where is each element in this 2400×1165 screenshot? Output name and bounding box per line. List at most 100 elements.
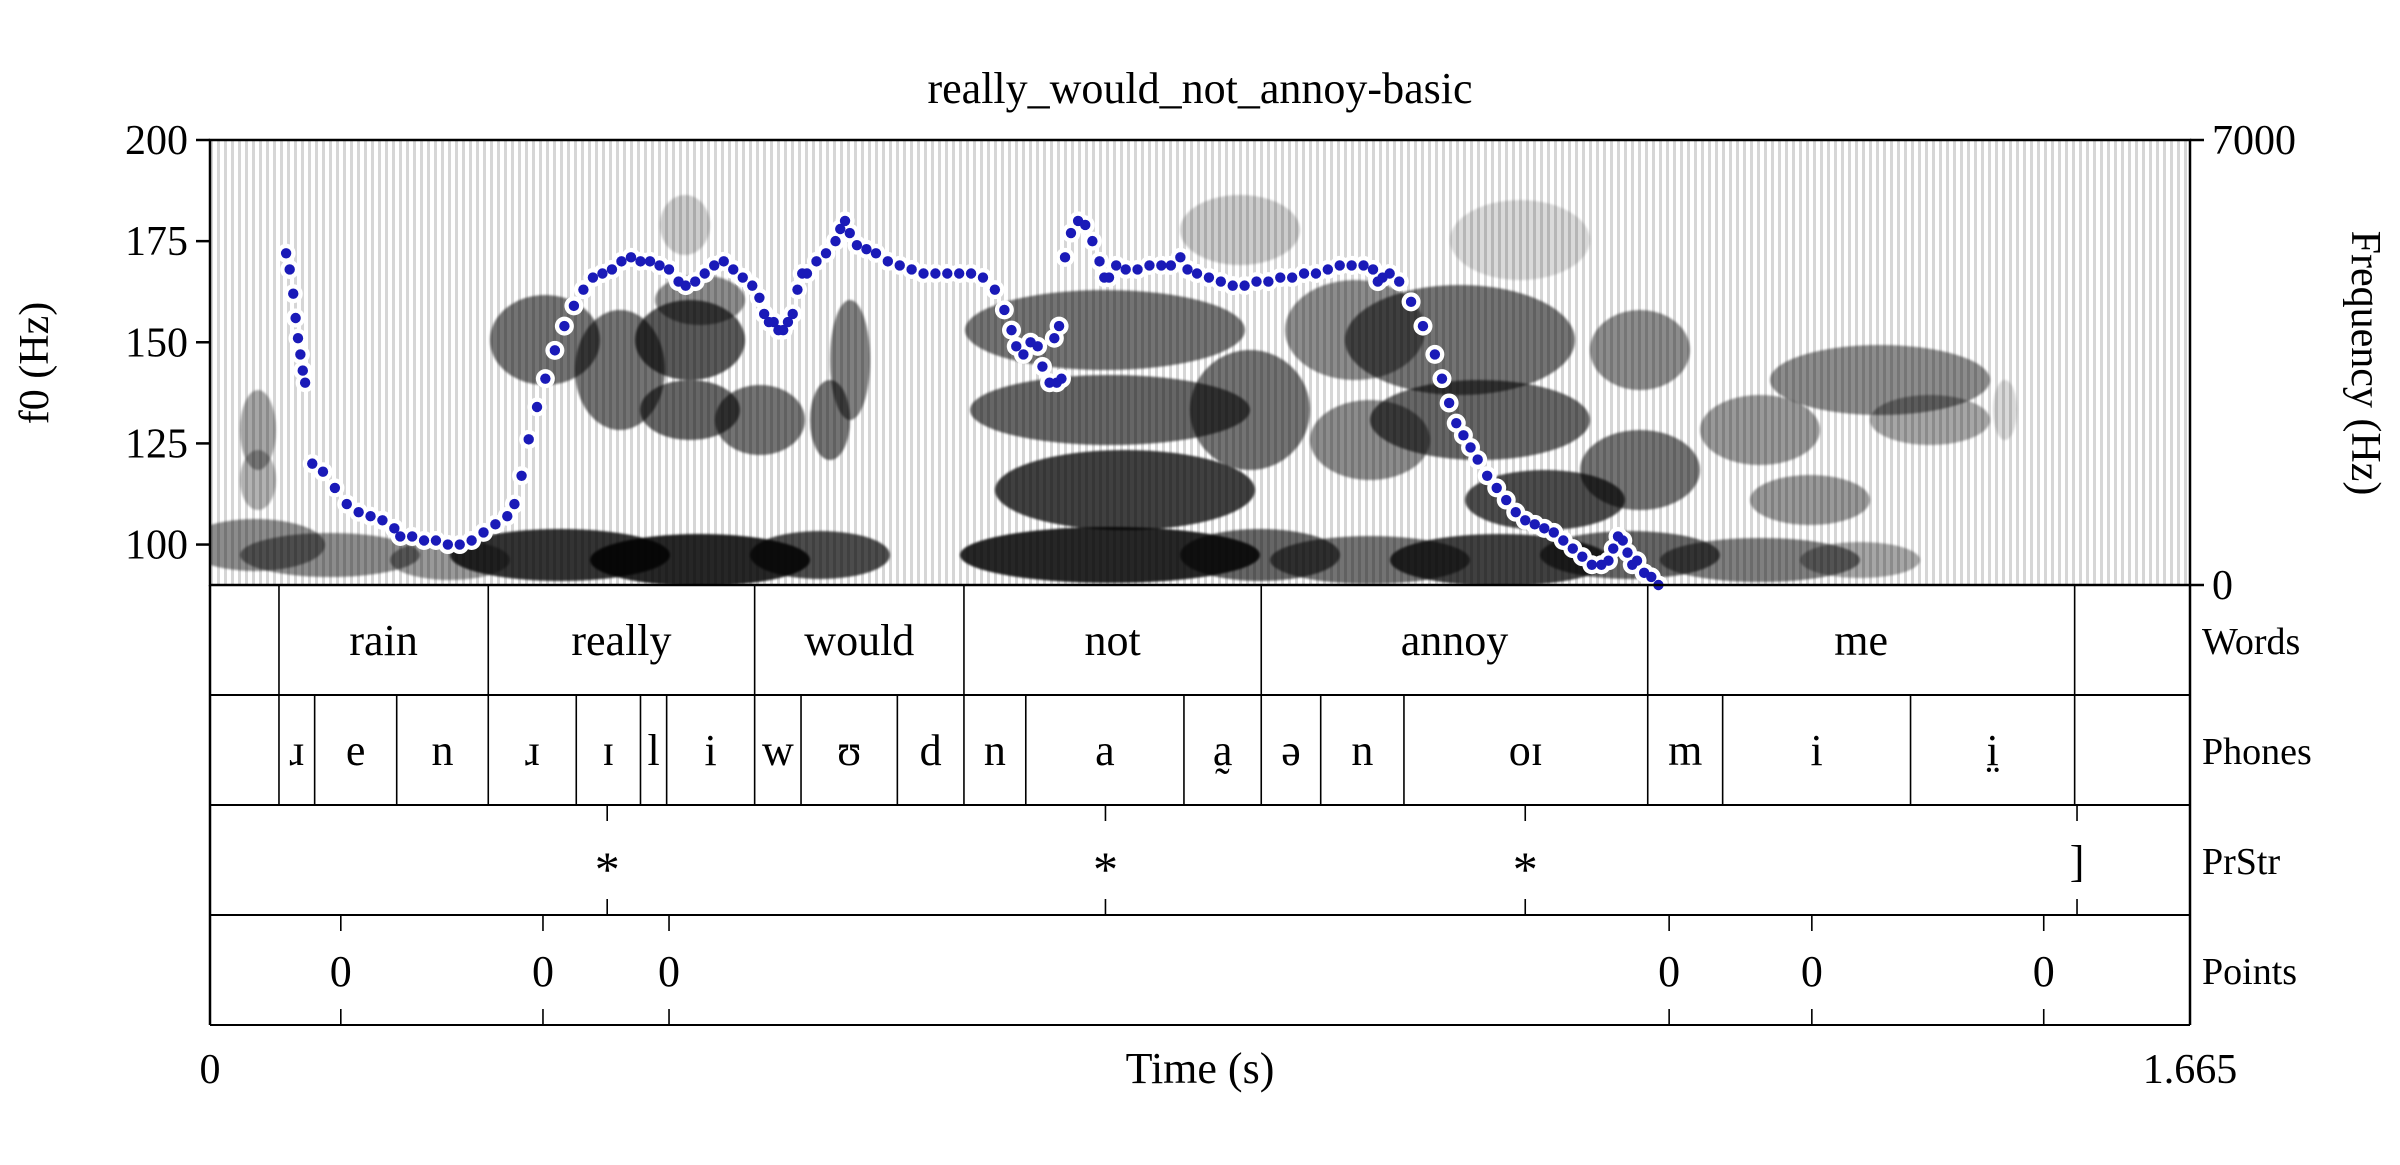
tier-prstr-label-1: * xyxy=(1093,841,1118,897)
y-right-tick-label-0: 0 xyxy=(2212,563,2233,609)
y-tick-label-1: 125 xyxy=(125,421,188,467)
f0-point-99 xyxy=(1087,235,1098,247)
f0-point-123 xyxy=(1334,260,1345,271)
tier-phones-label-11: a xyxy=(1095,726,1115,775)
f0-point-107 xyxy=(1156,260,1167,271)
spectrogram-striations xyxy=(210,140,2190,585)
tier-phones-label-6: i xyxy=(705,726,717,775)
f0-point-129 xyxy=(1384,268,1395,279)
f0-axis: 100 125 150 175 200 xyxy=(125,118,210,569)
f0-point-45 xyxy=(680,280,691,291)
f0-point-68 xyxy=(839,215,851,227)
f0-point-5 xyxy=(295,349,306,360)
tier-phones-label-12: a̰ xyxy=(1213,726,1233,775)
f0-point-153 xyxy=(1603,555,1614,566)
f0-point-145 xyxy=(1529,519,1540,530)
f0-point-136 xyxy=(1451,417,1462,429)
f0-point-76 xyxy=(918,268,929,279)
tier-words-label-2: would xyxy=(804,616,914,665)
f0-point-66 xyxy=(830,235,841,247)
f0-point-83 xyxy=(999,304,1010,316)
tier-phones-label-3: ɹ xyxy=(525,726,540,775)
f0-point-114 xyxy=(1227,280,1238,291)
tier-phones-label-5: l xyxy=(647,726,659,775)
f0-point-79 xyxy=(953,268,965,279)
f0-point-73 xyxy=(882,256,894,267)
tier-phones-label-13: ə xyxy=(1281,726,1301,775)
f0-point-159 xyxy=(1631,555,1643,566)
f0-point-24 xyxy=(490,519,501,530)
f0-point-156 xyxy=(1617,535,1628,546)
f0-point-14 xyxy=(377,515,388,526)
f0-point-31 xyxy=(549,345,561,356)
f0-point-110 xyxy=(1182,264,1193,275)
f0-point-71 xyxy=(861,244,872,255)
f0-point-25 xyxy=(502,511,513,522)
f0-point-63 xyxy=(801,268,813,279)
f0-point-0 xyxy=(280,248,292,259)
f0-point-85 xyxy=(1011,341,1022,352)
f0-point-18 xyxy=(418,535,430,546)
f0-point-118 xyxy=(1275,272,1286,283)
f0-point-88 xyxy=(1032,341,1043,352)
tier-phones-label-7: w xyxy=(762,726,794,775)
f0-point-48 xyxy=(709,260,720,271)
f0-point-98 xyxy=(1080,219,1091,231)
f0-point-52 xyxy=(747,280,758,291)
tier-phones-label-1: e xyxy=(346,726,366,775)
f0-point-47 xyxy=(699,268,710,279)
f0-point-86 xyxy=(1018,349,1029,360)
f0-point-3 xyxy=(290,312,301,324)
f0-point-64 xyxy=(811,256,822,267)
chart-title: really_would_not_annoy-basic xyxy=(928,64,1473,113)
y-tick-label-2: 150 xyxy=(125,320,188,366)
f0-point-32 xyxy=(559,320,570,332)
f0-point-26 xyxy=(509,498,520,510)
f0-point-141 xyxy=(1491,482,1502,494)
f0-point-46 xyxy=(689,276,701,287)
f0-point-150 xyxy=(1577,551,1588,562)
tier-points-label-3: 0 xyxy=(1658,947,1680,996)
f0-point-50 xyxy=(728,264,739,275)
f0-point-8 xyxy=(307,458,318,469)
f0-point-37 xyxy=(606,264,618,275)
f0-point-9 xyxy=(317,466,329,477)
f0-point-20 xyxy=(442,539,454,550)
f0-point-89 xyxy=(1037,361,1048,372)
f0-point-106 xyxy=(1144,260,1155,271)
f0-point-78 xyxy=(942,268,953,279)
f0-point-125 xyxy=(1358,260,1369,271)
tier-prstr-label-2: * xyxy=(1513,841,1538,897)
f0-point-49 xyxy=(718,256,729,267)
f0-point-75 xyxy=(906,264,917,275)
f0-point-126 xyxy=(1367,264,1379,275)
f0-point-13 xyxy=(365,511,376,522)
f0-point-138 xyxy=(1465,442,1476,453)
f0-point-93 xyxy=(1049,333,1060,344)
tier-prstr-label-3: ] xyxy=(2070,837,2085,886)
f0-point-148 xyxy=(1558,535,1569,546)
f0-point-43 xyxy=(663,264,675,275)
f0-point-74 xyxy=(894,260,905,271)
f0-point-134 xyxy=(1436,373,1448,384)
f0-point-147 xyxy=(1548,527,1559,538)
f0-point-117 xyxy=(1263,276,1274,287)
f0-point-41 xyxy=(644,256,656,267)
f0-point-27 xyxy=(516,470,527,481)
f0-point-121 xyxy=(1310,268,1322,279)
f0-point-133 xyxy=(1429,349,1441,360)
tier-points-label-4: 0 xyxy=(1801,947,1823,996)
f0-point-34 xyxy=(578,284,589,295)
f0-point-113 xyxy=(1215,276,1227,287)
tier-words-label-3: not xyxy=(1084,616,1140,665)
tier-phones-label-15: oɪ xyxy=(1509,726,1543,775)
f0-point-119 xyxy=(1286,272,1298,283)
f0-point-22 xyxy=(466,535,477,546)
tier-phones-label-4: ɪ xyxy=(602,726,614,775)
x-axis-label: Time (s) xyxy=(1126,1044,1275,1093)
f0-point-70 xyxy=(851,239,863,251)
f0-point-143 xyxy=(1510,506,1521,518)
f0-point-82 xyxy=(989,284,1001,295)
f0-point-111 xyxy=(1191,268,1203,279)
f0-point-65 xyxy=(820,248,832,259)
